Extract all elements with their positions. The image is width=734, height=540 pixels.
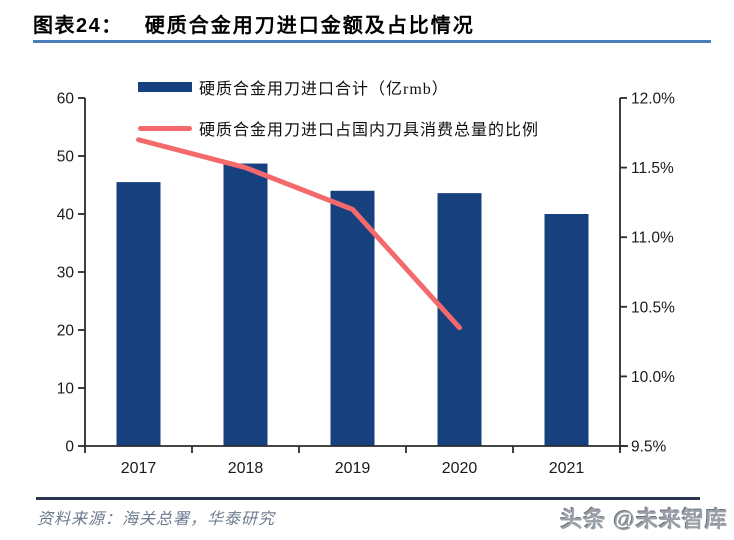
ratio-line — [136, 137, 462, 331]
x-label-2021: 2021 — [549, 460, 585, 477]
left-tick-label: 40 — [57, 207, 75, 224]
bar-2017 — [116, 182, 161, 446]
left-tick-label: 20 — [57, 323, 75, 340]
right-tick-label: 11.0% — [631, 230, 674, 247]
right-tick-label: 11.5% — [631, 160, 674, 177]
source-text: 资料来源：海关总署，华泰研究 — [37, 511, 276, 528]
x-label-2017: 2017 — [121, 460, 157, 477]
chart-legend: 硬质合金用刀进口合计（亿rmb） 硬质合金用刀进口占国内刀具消费总量的比例 — [138, 77, 539, 159]
legend-item-line: 硬质合金用刀进口占国内刀具消费总量的比例 — [138, 118, 540, 139]
left-tick-label: 30 — [57, 265, 75, 282]
footer-rule — [36, 497, 700, 500]
x-label-2019: 2019 — [335, 460, 371, 477]
bar-2018 — [223, 163, 268, 447]
legend-item-bar: 硬质合金用刀进口合计（亿rmb） — [138, 77, 539, 98]
x-label-2018: 2018 — [228, 460, 264, 477]
figure-header: 图表24： 硬质合金用刀进口金额及占比情况 — [33, 9, 475, 38]
right-tick-label: 9.5% — [631, 439, 667, 456]
bar-2019 — [330, 190, 375, 446]
left-tick-label: 60 — [57, 91, 75, 108]
legend-bar-swatch-icon — [138, 82, 192, 92]
page-title: 硬质合金用刀进口金额及占比情况 — [144, 15, 475, 37]
watermark-text: 头条 @未来智库 — [560, 507, 728, 532]
bar-2021 — [544, 214, 589, 446]
left-tick-label: 50 — [57, 149, 75, 166]
x-label-2020: 2020 — [442, 460, 478, 477]
legend-bar-label: 硬质合金用刀进口合计（亿rmb） — [199, 81, 449, 98]
right-tick-label: 10.0% — [631, 369, 675, 386]
bar-2020 — [437, 193, 482, 446]
figure-number-label: 图表24： — [33, 15, 123, 37]
legend-line-swatch-icon — [138, 125, 192, 131]
left-tick-label: 0 — [65, 439, 74, 456]
right-tick-label: 12.0% — [631, 91, 675, 108]
right-tick-label: 10.5% — [631, 299, 675, 316]
legend-line-label: 硬质合金用刀进口占国内刀具消费总量的比例 — [199, 122, 540, 139]
title-underline — [33, 40, 711, 43]
left-tick-label: 10 — [57, 381, 75, 398]
